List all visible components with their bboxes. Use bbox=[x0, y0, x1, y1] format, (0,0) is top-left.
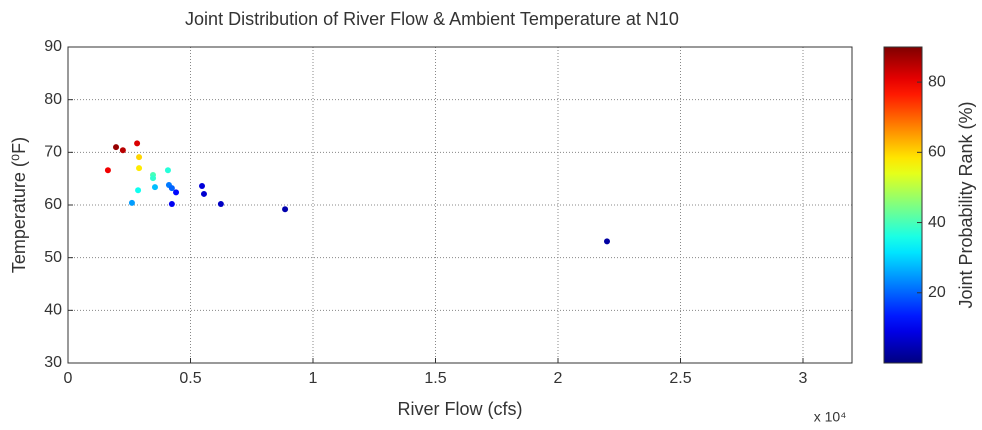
point bbox=[136, 165, 143, 172]
colorbar-tick-label: 80 bbox=[928, 73, 946, 90]
chart-title: Joint Distribution of River Flow & Ambie… bbox=[185, 9, 679, 29]
point bbox=[135, 187, 142, 194]
x-tick-label: 1.5 bbox=[424, 370, 446, 387]
colorbar-tick-label: 40 bbox=[928, 214, 946, 231]
y-tick-label: 80 bbox=[44, 91, 62, 108]
plot-frame bbox=[67, 46, 853, 364]
point bbox=[164, 167, 171, 174]
point bbox=[134, 140, 141, 147]
point bbox=[173, 189, 180, 196]
y-tick-label: 70 bbox=[44, 144, 62, 161]
x-tick-label: 2.5 bbox=[669, 370, 691, 387]
x-tick-label: 0.5 bbox=[179, 370, 201, 387]
point bbox=[604, 238, 610, 245]
colorbar-tick-label: 20 bbox=[928, 284, 946, 301]
y-tick-label: 50 bbox=[44, 249, 62, 266]
point bbox=[113, 144, 120, 151]
x-tick-label: 0 bbox=[64, 370, 73, 387]
x-tick-label: 1 bbox=[309, 370, 318, 387]
y-tick-label: 30 bbox=[44, 354, 62, 371]
point bbox=[119, 147, 126, 154]
point bbox=[150, 175, 157, 182]
point bbox=[136, 154, 143, 161]
point bbox=[151, 184, 158, 191]
x-axis-label: River Flow (cfs) bbox=[398, 399, 523, 419]
y-tick-label: 40 bbox=[44, 302, 62, 319]
point bbox=[168, 200, 175, 207]
point bbox=[200, 190, 207, 197]
colorbar bbox=[883, 46, 923, 364]
y-tick-label: 60 bbox=[44, 196, 62, 213]
x-tick-label: 3 bbox=[799, 370, 808, 387]
colorbar-tick-label: 60 bbox=[928, 144, 946, 161]
point bbox=[168, 185, 175, 192]
y-tick-label: 90 bbox=[44, 38, 62, 55]
point bbox=[104, 167, 111, 174]
point bbox=[199, 183, 206, 190]
point bbox=[128, 199, 135, 206]
y-axis-label: Temperature (⁰F) bbox=[9, 137, 29, 273]
point bbox=[217, 200, 224, 207]
point bbox=[282, 206, 289, 213]
x-tick-label: 2 bbox=[554, 370, 563, 387]
colorbar-label: Joint Probability Rank (%) bbox=[956, 101, 976, 308]
x-multiplier: x 10⁴ bbox=[814, 409, 846, 425]
